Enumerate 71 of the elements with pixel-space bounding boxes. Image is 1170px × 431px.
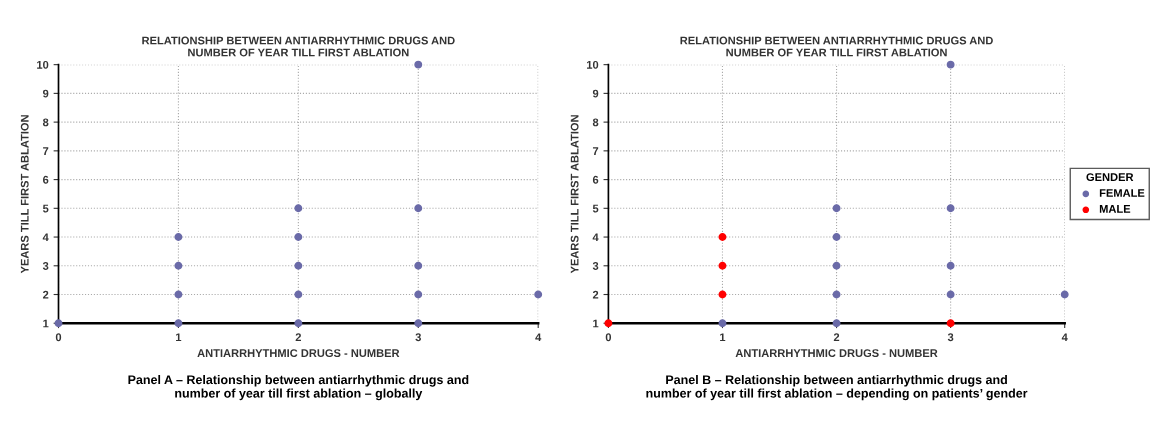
point (414, 261, 423, 270)
x-tick-label: 3 (415, 333, 421, 342)
y-tick-label: 10 (587, 60, 599, 69)
y-tick-label: 9 (592, 89, 599, 98)
x-tick-label: 1 (720, 333, 726, 342)
legend-label: MALE (1099, 205, 1131, 213)
y-tick-label: 3 (42, 262, 49, 270)
chart-title: RELATIONSHIP BETWEEN ANTIARRHYTHMIC DRUGS AND NUMBER OF YEAR TILL FIRST ABLATION (680, 36, 993, 57)
y-tick-label: 8 (592, 118, 599, 127)
y-tick-label: 7 (43, 147, 49, 155)
x-axis-title: ANTIARRHYTHMIC DRUGS - NUMBER (197, 349, 400, 358)
point (832, 290, 841, 299)
point (174, 319, 183, 328)
point (946, 290, 955, 299)
y-axis-title: YEARS TILL FIRST ABLATION (20, 115, 29, 274)
point (718, 290, 727, 299)
point (294, 319, 303, 328)
x-axis-title: ANTIARRHYTHMIC DRUGS - NUMBER (735, 349, 938, 358)
y-tick-label: 1 (593, 319, 599, 328)
point (832, 319, 841, 328)
point (174, 261, 183, 270)
y-axis-title: YEARS TILL FIRST ABLATION (570, 115, 579, 274)
y-tick-label: 3 (592, 262, 599, 270)
point (294, 204, 303, 213)
point (1060, 290, 1069, 299)
y-tick-label: 4 (592, 233, 599, 242)
text: Panel A – Relationship between antiarrhythmic drugs and number of year till first ablation – globally (128, 374, 469, 401)
y-tick-label: 1 (43, 319, 49, 328)
point (946, 261, 955, 270)
y-tick-label: 8 (42, 118, 49, 127)
y-tick-label: 10 (37, 60, 49, 69)
x-tick-label: 2 (295, 333, 301, 342)
y-tick-label: 6 (592, 175, 599, 184)
y-tick-label: 5 (592, 204, 599, 213)
legend-title: GENDER (1086, 173, 1134, 182)
y-tick-label: 7 (592, 147, 599, 155)
x-tick-label: 3 (947, 333, 954, 342)
point (718, 233, 727, 242)
point (534, 290, 543, 299)
point (604, 319, 613, 328)
point (294, 261, 303, 270)
y-tick-label: 2 (592, 290, 599, 299)
x-tick-label: 4 (535, 333, 542, 342)
legend-label: FEMALE (1099, 189, 1145, 197)
x-tick-label: 1 (176, 333, 182, 342)
y-tick-label: 6 (43, 175, 49, 184)
point (414, 319, 423, 328)
point (832, 204, 841, 213)
x-tick-label: 4 (1061, 333, 1068, 342)
y-tick-label: 4 (42, 233, 49, 242)
point (294, 290, 303, 299)
y-tick-label: 2 (42, 290, 49, 299)
point (832, 261, 841, 270)
x-tick-label: 0 (55, 333, 62, 342)
y-tick-label: 9 (42, 89, 49, 98)
point (718, 261, 727, 270)
point (946, 60, 955, 69)
point (414, 204, 423, 213)
chart-title: RELATIONSHIP BETWEEN ANTIARRHYTHMIC DRUGS AND NUMBER OF YEAR TILL FIRST ABLATION (142, 36, 455, 57)
text: Panel B – Relationship between antiarrhythmic drugs and number of year till first ablation – depending on patients’ gender (646, 374, 1028, 401)
point (946, 204, 955, 213)
x-tick-label: 0 (605, 333, 612, 342)
point (946, 319, 955, 328)
point (174, 290, 183, 299)
x-tick-label: 2 (833, 333, 840, 342)
point (174, 233, 183, 242)
y-tick-label: 5 (42, 204, 49, 213)
point (414, 290, 423, 299)
point (832, 233, 841, 242)
point (414, 60, 423, 69)
point (294, 233, 303, 242)
